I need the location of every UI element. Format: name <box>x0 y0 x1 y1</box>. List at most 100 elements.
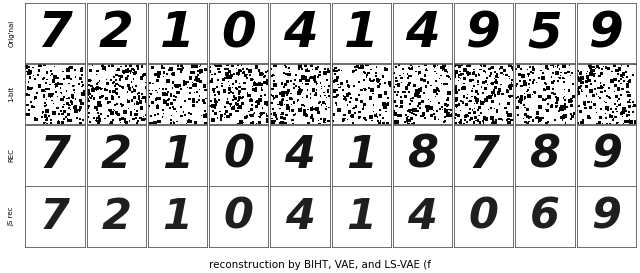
Point <box>507 78 517 82</box>
Point <box>573 76 583 81</box>
Point <box>225 69 235 74</box>
Point <box>604 95 614 99</box>
Point <box>391 82 401 87</box>
Point <box>59 102 69 107</box>
Point <box>496 82 506 87</box>
Point <box>584 116 595 120</box>
Point <box>191 120 201 124</box>
Point <box>88 86 99 90</box>
Point <box>340 117 351 121</box>
Point <box>523 108 533 112</box>
Point <box>515 122 525 127</box>
Point <box>287 108 298 113</box>
Point <box>228 64 238 68</box>
Point <box>313 65 323 69</box>
Point <box>455 76 465 81</box>
Point <box>552 99 563 103</box>
Point <box>62 102 72 106</box>
Point <box>284 73 294 77</box>
Point <box>38 88 48 93</box>
Point <box>415 113 426 118</box>
Point <box>616 93 626 97</box>
Point <box>616 111 627 115</box>
Point <box>164 97 174 101</box>
Point <box>479 69 489 73</box>
Point <box>380 105 390 109</box>
Point <box>589 72 599 76</box>
Point <box>499 68 509 73</box>
Point <box>424 106 434 111</box>
Point <box>554 67 564 71</box>
Point <box>625 117 635 122</box>
Point <box>457 63 467 67</box>
Point <box>419 91 429 95</box>
Point <box>584 78 595 82</box>
Point <box>483 95 493 100</box>
Point <box>624 90 634 95</box>
Point <box>459 86 469 90</box>
Point <box>244 113 255 117</box>
Point <box>69 83 79 88</box>
Point <box>559 76 569 81</box>
Point <box>583 100 593 104</box>
Point <box>329 112 339 117</box>
Point <box>479 100 489 105</box>
Point <box>115 77 125 81</box>
Point <box>280 102 290 107</box>
Point <box>246 97 257 101</box>
Point <box>313 75 323 79</box>
Point <box>459 94 469 99</box>
Point <box>220 67 230 71</box>
Point <box>68 84 79 88</box>
Point <box>607 117 618 122</box>
Point <box>247 103 257 107</box>
Point <box>42 109 52 113</box>
Point <box>401 116 412 120</box>
Point <box>403 121 413 125</box>
Point <box>172 119 182 124</box>
Point <box>228 106 238 111</box>
Point <box>111 82 122 86</box>
Point <box>284 96 294 100</box>
Point <box>57 97 67 102</box>
Point <box>416 86 426 90</box>
Point <box>408 64 418 69</box>
Point <box>229 106 239 111</box>
Point <box>405 67 415 72</box>
Point <box>539 87 549 91</box>
Point <box>515 79 525 83</box>
Point <box>330 78 340 83</box>
Point <box>42 115 52 120</box>
Point <box>67 94 77 98</box>
Point <box>56 91 67 95</box>
Point <box>282 93 292 97</box>
Point <box>422 68 433 73</box>
Point <box>479 81 489 85</box>
Point <box>25 70 35 74</box>
Point <box>190 78 200 82</box>
Point <box>159 70 169 75</box>
Point <box>159 74 169 79</box>
Point <box>166 118 176 122</box>
Point <box>24 93 35 97</box>
Point <box>170 107 180 111</box>
Point <box>552 97 563 101</box>
Point <box>365 77 375 82</box>
Point <box>302 88 312 92</box>
Point <box>319 70 330 75</box>
Point <box>138 117 148 121</box>
Point <box>91 118 101 123</box>
Point <box>41 118 51 122</box>
Point <box>278 111 288 115</box>
Point <box>431 88 442 92</box>
Point <box>241 76 252 80</box>
Point <box>524 94 534 98</box>
Point <box>332 88 342 93</box>
Point <box>506 66 516 70</box>
Point <box>234 69 244 73</box>
Point <box>310 93 321 97</box>
Point <box>572 121 582 125</box>
Point <box>469 70 479 74</box>
Point <box>321 107 331 111</box>
Text: 1: 1 <box>160 9 195 57</box>
